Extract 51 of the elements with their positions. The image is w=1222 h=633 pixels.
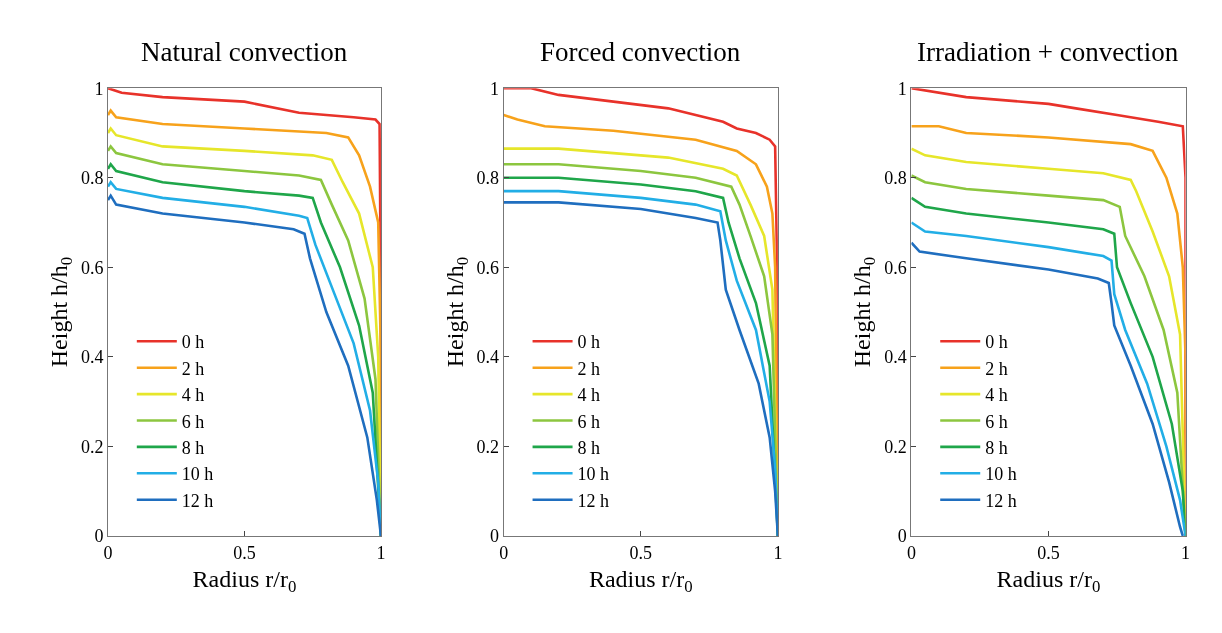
y-tick-label: 0.6 <box>476 257 500 278</box>
y-tick-label: 0.2 <box>80 436 104 457</box>
x-tick-label: 1 <box>376 542 386 563</box>
y-tick-label: 0.8 <box>80 168 104 189</box>
legend-label: 2 h <box>577 358 601 379</box>
legend-label: 4 h <box>577 385 601 406</box>
y-tick-label: 0.6 <box>80 257 104 278</box>
legend-label: 12 h <box>985 490 1017 511</box>
x-tick-label: 1 <box>1181 542 1191 563</box>
x-tick-label: 0.5 <box>629 542 653 563</box>
legend-label: 10 h <box>985 464 1017 485</box>
y-tick-label: 1 <box>490 78 500 99</box>
y-tick-label: 0.4 <box>476 347 500 368</box>
legend-label: 10 h <box>181 464 214 485</box>
x-axis-title: Radius r/r$_{0}$ <box>192 565 297 596</box>
chart-title: Irradiation + convection <box>917 37 1179 67</box>
y-tick-label: 0.6 <box>884 257 907 278</box>
x-axis-title: Radius r/r$_{0}$ <box>996 565 1101 596</box>
legend-label: 12 h <box>577 490 610 511</box>
y-tick-label: 0.4 <box>884 347 907 368</box>
y-tick-label: 0 <box>490 526 500 547</box>
chart-title: Natural convection <box>141 37 348 67</box>
y-tick-label: 0.2 <box>884 436 907 457</box>
legend-label: 4 h <box>181 385 205 406</box>
y-tick-label: 0 <box>897 526 907 547</box>
y-tick-label: 0.8 <box>884 168 907 189</box>
legend-label: 8 h <box>181 437 205 458</box>
y-tick-label: 0 <box>94 526 104 547</box>
legend-label: 10 h <box>577 464 610 485</box>
legend-label: 2 h <box>985 358 1008 379</box>
legend-label: 8 h <box>577 437 601 458</box>
legend-label: 6 h <box>985 411 1008 432</box>
legend-label: 12 h <box>181 490 214 511</box>
legend-label: 0 h <box>181 332 205 353</box>
y-tick-label: 0.2 <box>476 436 500 457</box>
y-tick-label: 1 <box>897 78 907 99</box>
legend-label: 4 h <box>985 385 1008 406</box>
legend-label: 6 h <box>181 411 205 432</box>
y-tick-label: 0.4 <box>80 347 104 368</box>
y-tick-label: 1 <box>94 78 104 99</box>
legend-label: 8 h <box>985 437 1008 458</box>
x-tick-label: 0.5 <box>233 542 256 563</box>
legend-label: 6 h <box>577 411 601 432</box>
legend-label: 0 h <box>985 332 1008 353</box>
legend-label: 0 h <box>577 332 601 353</box>
x-axis-title: Radius r/r$_{0}$ <box>588 565 693 596</box>
x-tick-label: 1 <box>773 542 783 563</box>
x-tick-label: 0.5 <box>1037 542 1060 563</box>
y-tick-label: 0.8 <box>476 168 500 189</box>
legend-label: 2 h <box>181 358 205 379</box>
chart-title: Forced convection <box>540 37 741 67</box>
